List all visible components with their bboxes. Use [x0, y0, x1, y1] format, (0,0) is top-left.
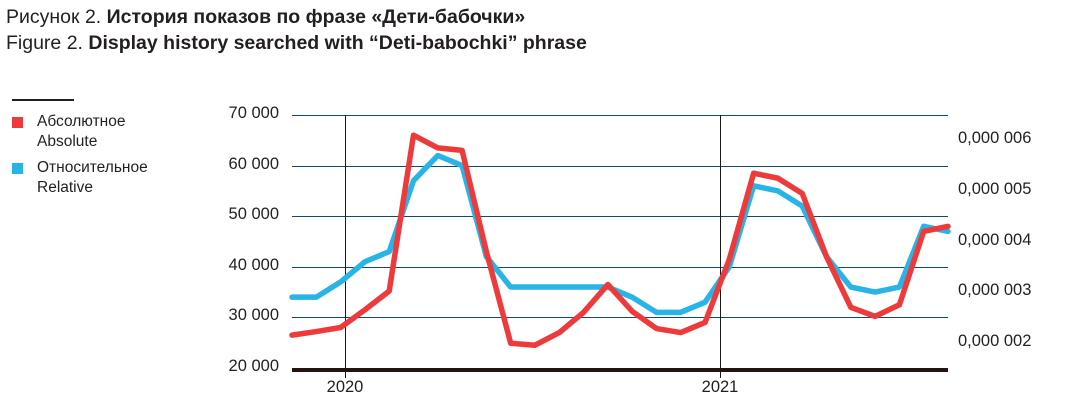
- left-axis-tick-label: 40 000: [228, 255, 279, 274]
- gridline: [292, 216, 948, 218]
- legend-label-absolute: Абсолютное Absolute: [37, 112, 125, 151]
- left-axis-tick-label: 60 000: [228, 154, 279, 173]
- left-axis-tick-label: 20 000: [228, 357, 279, 375]
- figure-caption: Рисунок 2. История показов по фразе «Дет…: [6, 4, 906, 56]
- caption-en-main: Display history searched with “Deti-babo…: [88, 32, 587, 54]
- right-axis-tick-label: 0,000 002: [958, 331, 1032, 350]
- x-axis-tick-label: 2020: [326, 378, 364, 396]
- right-axis-tick-label: 0,000 004: [958, 230, 1032, 249]
- x-axis-tick-label: 2021: [701, 378, 739, 396]
- left-axis-tick-label: 30 000: [228, 306, 279, 325]
- right-axis-tick-label: 0,000 006: [958, 129, 1032, 148]
- left-axis-tick-label: 70 000: [228, 104, 279, 122]
- gridline: [292, 165, 948, 167]
- left-axis: 20 000 30 000 40 000 50 000 60 000 70 000: [0, 0, 285, 404]
- x-divider: [345, 115, 346, 368]
- legend-label-absolute-en: Absolute: [37, 132, 98, 150]
- legend-divider: [12, 99, 74, 101]
- legend-item-absolute: Абсолютное Absolute: [8, 112, 203, 151]
- caption-en-prefix: Figure 2.: [6, 32, 83, 54]
- chart-legend: Абсолютное Absolute Относительное Relati…: [8, 99, 203, 204]
- legend-label-relative-en: Relative: [37, 178, 93, 196]
- legend-label-relative-ru: Относительное: [37, 159, 148, 176]
- plot-area: [289, 115, 951, 368]
- series-layer: [289, 132, 951, 348]
- gridline: [292, 317, 948, 319]
- legend-label-absolute-ru: Абсолютное: [37, 113, 126, 130]
- caption-ru-prefix: Рисунок 2.: [6, 6, 102, 28]
- legend-swatch-relative: [12, 163, 23, 174]
- legend-label-relative: Относительное Relative: [37, 158, 148, 197]
- legend-item-relative: Относительное Relative: [8, 158, 203, 197]
- right-axis-tick-label: 0,000 005: [958, 179, 1032, 198]
- x-axis-baseline: [292, 368, 948, 372]
- x-axis-tick: [720, 368, 721, 378]
- series-line-absolute: [289, 132, 951, 348]
- right-axis: 0,000 002 0,000 003 0,000 004 0,000 005 0,00…: [958, 0, 1079, 404]
- x-axis-tick: [345, 368, 346, 378]
- legend-swatch-absolute: [12, 117, 23, 128]
- caption-ru-main: История показов по фразе «Дети-бабочки»: [106, 6, 526, 28]
- left-axis-tick-label: 50 000: [228, 205, 279, 224]
- gridline: [292, 115, 948, 116]
- right-axis-tick-label: 0,000 003: [958, 281, 1032, 300]
- caption-line-en: Figure 2. Display history searched with …: [6, 30, 906, 56]
- x-divider: [720, 115, 721, 368]
- caption-line-ru: Рисунок 2. История показов по фразе «Дет…: [6, 4, 906, 30]
- gridline: [292, 266, 948, 268]
